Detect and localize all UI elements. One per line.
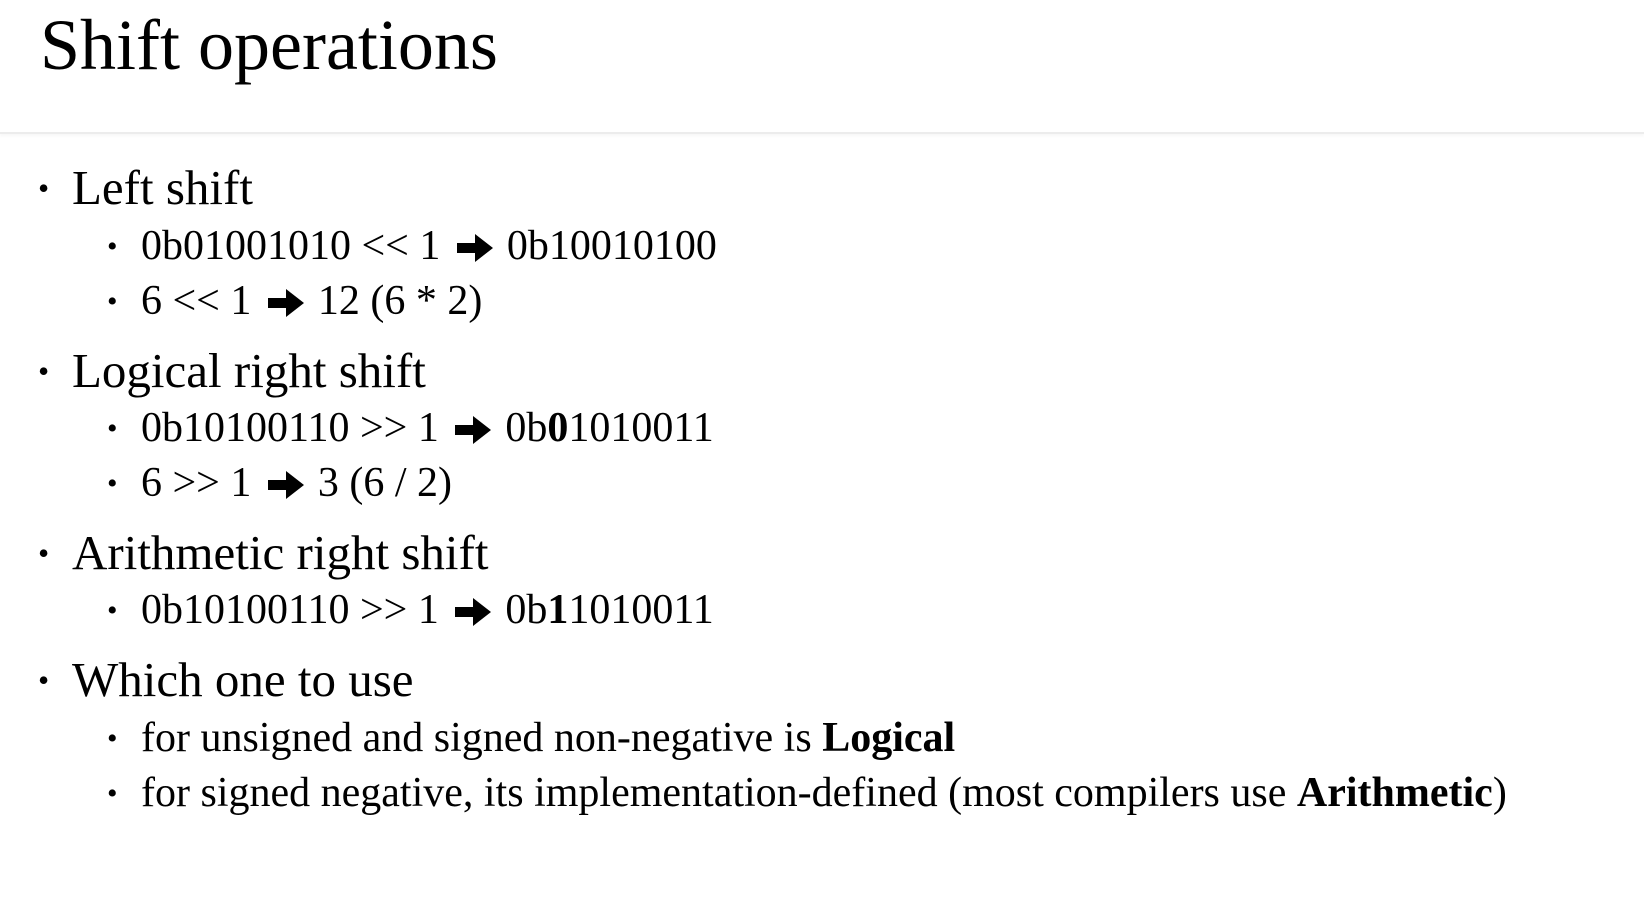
sentence-tail: )	[1492, 770, 1507, 816]
result: 0b10010100	[506, 223, 717, 269]
bullet-dot: •	[107, 594, 118, 627]
result: 3 (6 / 2)	[317, 460, 453, 506]
expression: 6 >> 1	[141, 460, 252, 506]
bullet-dot: •	[38, 535, 50, 571]
title-bar: Shift operations	[0, 0, 1644, 134]
sub-item-left-shift-binary: 0b01001010 << 1 0b10010100	[141, 225, 717, 267]
heavy-right-arrow-icon	[267, 289, 304, 317]
bullet-dot: •	[107, 285, 118, 318]
bullet-left-shift: Left shift	[72, 160, 253, 215]
heavy-right-arrow-icon	[455, 416, 492, 444]
bullet-dot: •	[38, 353, 50, 389]
bullet-dot: •	[107, 467, 118, 500]
expression: 0b10100110 >> 1	[141, 587, 439, 633]
result-rest: 1010011	[568, 405, 714, 451]
result-bold-bit: 1	[547, 587, 569, 633]
expression: 0b01001010 << 1	[141, 223, 441, 269]
bullet-logical-right-shift: Logical right shift	[72, 343, 426, 398]
result-bold-bit: 0	[547, 405, 569, 451]
result-prefix: 0b	[505, 587, 548, 633]
sub-item-unsigned-logical: for unsigned and signed non-negative is …	[141, 717, 955, 759]
bullet-dot: •	[107, 777, 118, 810]
sub-item-logical-binary: 0b10100110 >> 1 0b01010011	[141, 407, 714, 449]
sub-item-signed-negative: for signed negative, its implementation-…	[141, 772, 1507, 814]
bullet-dot: •	[107, 722, 118, 755]
expression: 0b10100110 >> 1	[141, 405, 439, 451]
emphasis-logical: Logical	[822, 715, 956, 761]
bullet-dot: •	[107, 230, 118, 263]
bullet-arithmetic-right-shift: Arithmetic right shift	[72, 525, 489, 580]
result: 12 (6 * 2)	[317, 278, 483, 324]
result-prefix: 0b	[505, 405, 548, 451]
sub-item-arithmetic-binary: 0b10100110 >> 1 0b11010011	[141, 589, 714, 631]
emphasis-arithmetic: Arithmetic	[1296, 770, 1493, 816]
sentence: for signed negative, its implementation-…	[141, 770, 1297, 816]
slide-title: Shift operations	[40, 5, 498, 85]
result-rest: 1010011	[568, 587, 714, 633]
bullet-dot: •	[38, 662, 50, 698]
bullet-dot: •	[38, 170, 50, 206]
heavy-right-arrow-icon	[456, 234, 493, 262]
sentence: for unsigned and signed non-negative is	[141, 715, 823, 761]
sub-item-left-shift-decimal: 6 << 1 12 (6 * 2)	[141, 280, 482, 322]
expression: 6 << 1	[141, 278, 252, 324]
sub-item-logical-decimal: 6 >> 1 3 (6 / 2)	[141, 462, 452, 504]
bullet-dot: •	[107, 412, 118, 445]
bullet-which-one-to-use: Which one to use	[72, 652, 414, 707]
heavy-right-arrow-icon	[455, 598, 492, 626]
heavy-right-arrow-icon	[267, 471, 304, 499]
